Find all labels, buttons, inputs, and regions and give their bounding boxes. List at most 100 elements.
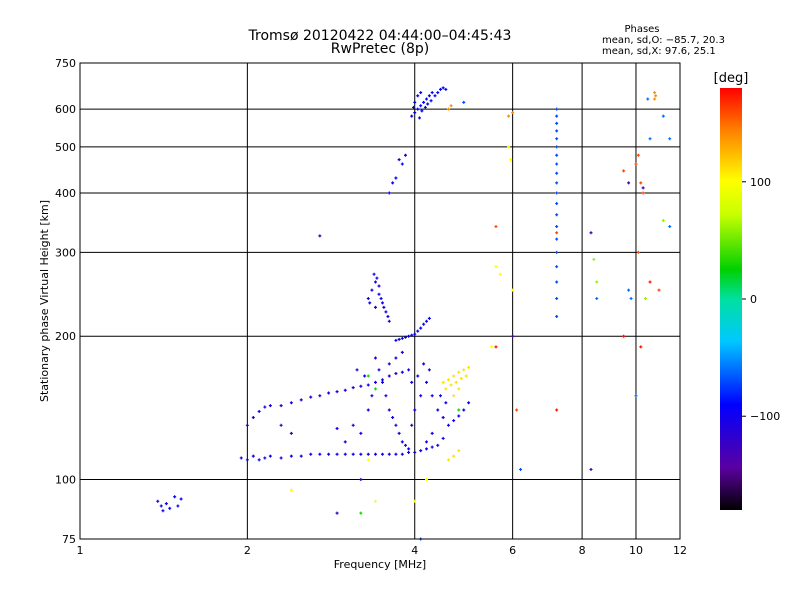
data-point — [251, 415, 255, 419]
data-point — [373, 305, 377, 309]
data-point — [511, 334, 515, 338]
data-point — [509, 158, 513, 162]
data-point — [419, 104, 423, 108]
y-tick-label: 400 — [55, 187, 76, 200]
data-point — [441, 436, 445, 440]
data-point — [462, 368, 466, 372]
data-point — [555, 107, 559, 111]
data-point — [335, 452, 339, 456]
y-tick-label: 600 — [55, 103, 76, 116]
data-point — [373, 380, 377, 384]
data-point — [592, 257, 596, 261]
data-point — [318, 394, 322, 398]
data-point — [387, 319, 391, 323]
data-point — [299, 398, 303, 402]
data-point — [257, 409, 261, 413]
colorbar — [720, 88, 742, 510]
data-point — [646, 97, 650, 101]
data-point — [627, 288, 631, 292]
data-point — [400, 350, 404, 354]
data-point — [380, 452, 384, 456]
chart-title: Tromsø 20120422 04:44:00–04:45:43 — [248, 28, 512, 44]
data-point — [391, 181, 395, 185]
data-point — [327, 391, 331, 395]
data-point — [413, 450, 417, 454]
colorbar-ticks: 100 0 −100 — [742, 176, 780, 423]
data-point — [427, 94, 431, 98]
data-point — [245, 423, 249, 427]
data-point — [419, 91, 423, 95]
phases-line-o: mean, sd,O: −85.7, 20.3 — [602, 35, 725, 46]
data-point — [446, 378, 450, 382]
data-point — [418, 116, 422, 120]
data-point — [636, 153, 640, 157]
data-point — [555, 231, 559, 235]
data-point — [335, 511, 339, 515]
data-point — [661, 219, 665, 223]
data-point — [413, 499, 417, 503]
x-tick-label: 6 — [509, 544, 516, 557]
data-point — [380, 378, 384, 382]
data-point — [464, 374, 468, 378]
data-point — [351, 452, 355, 456]
data-point — [436, 408, 440, 412]
data-point — [394, 423, 398, 427]
data-point — [595, 297, 599, 301]
data-point — [654, 94, 658, 98]
data-point — [384, 394, 388, 398]
data-point — [648, 137, 652, 141]
data-point — [452, 454, 456, 458]
data-point — [404, 335, 408, 339]
data-point — [173, 495, 177, 499]
data-point — [380, 301, 384, 305]
data-point — [555, 202, 559, 206]
data-point — [373, 452, 377, 456]
data-point — [377, 292, 381, 296]
colorbar-tick-label: −100 — [750, 410, 780, 423]
data-point — [425, 478, 429, 482]
data-point — [366, 458, 370, 462]
data-point — [430, 394, 434, 398]
data-point — [279, 404, 283, 408]
data-point — [387, 362, 391, 366]
data-point — [452, 419, 456, 423]
data-point — [268, 404, 272, 408]
data-point — [444, 387, 448, 391]
data-point — [299, 454, 303, 458]
y-axis-ticks: 75 100 200 300 400 500 600 750 — [55, 57, 76, 546]
data-point — [335, 390, 339, 394]
data-point — [366, 374, 370, 378]
data-point — [511, 111, 515, 115]
data-point — [176, 504, 180, 508]
data-point — [419, 394, 423, 398]
data-point — [555, 280, 559, 284]
data-point — [377, 284, 381, 288]
data-point — [397, 337, 401, 341]
data-point — [412, 105, 416, 109]
data-point — [156, 499, 160, 503]
colorbar-label: [deg] — [714, 71, 749, 86]
x-tick-label: 10 — [629, 544, 643, 557]
data-point — [555, 237, 559, 241]
data-point — [359, 431, 363, 435]
x-tick-label: 1 — [77, 544, 84, 557]
data-point — [410, 423, 414, 427]
data-point — [441, 415, 445, 419]
data-point — [410, 380, 414, 384]
data-point — [289, 488, 293, 492]
data-point — [636, 250, 640, 254]
data-point — [430, 445, 434, 449]
data-point — [555, 315, 559, 319]
data-point — [515, 408, 519, 412]
data-point — [239, 456, 243, 460]
data-point — [382, 305, 386, 309]
data-point — [279, 423, 283, 427]
data-point — [433, 94, 437, 98]
data-point — [413, 100, 417, 104]
data-point — [407, 368, 411, 372]
data-point — [263, 405, 267, 409]
data-point — [622, 169, 626, 173]
y-tick-label: 75 — [62, 533, 76, 546]
data-point — [555, 408, 559, 412]
data-point — [629, 297, 633, 301]
